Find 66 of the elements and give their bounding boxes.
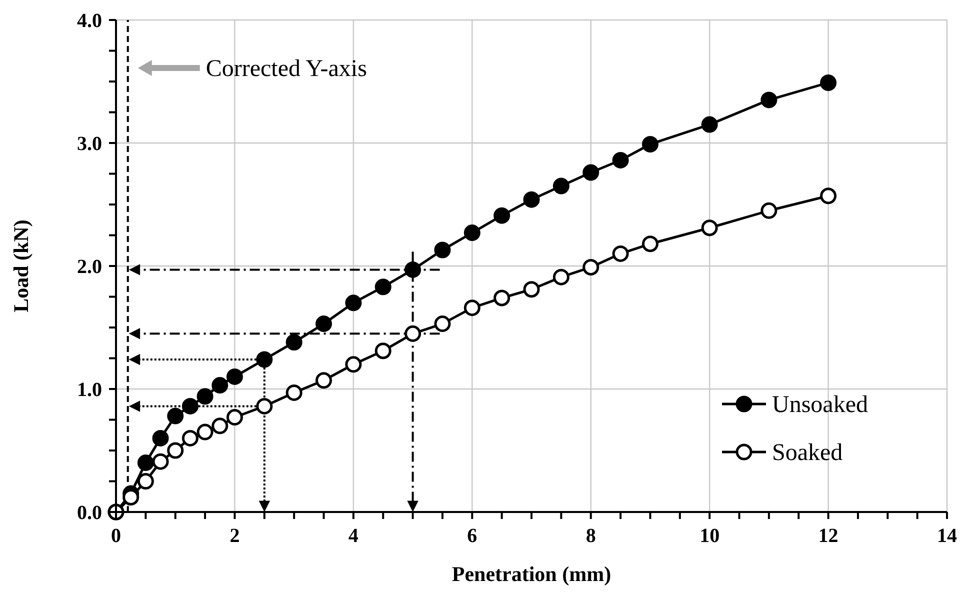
legend-label: Soaked [772, 440, 843, 466]
x-tick-label: 2 [230, 525, 240, 547]
point [167, 442, 184, 459]
x-tick-label: 14 [937, 525, 957, 547]
point [404, 261, 422, 278]
point [820, 74, 837, 91]
x-tick-label: 4 [348, 525, 358, 547]
y-tick-label: 4.0 [77, 10, 102, 32]
x-tick-label: 8 [586, 525, 596, 547]
point [760, 202, 778, 219]
point [212, 418, 228, 434]
y-tick-label: 3.0 [77, 133, 102, 155]
point [286, 384, 302, 401]
point [494, 207, 510, 224]
point [820, 188, 837, 204]
y-tick-label: 1.0 [77, 379, 102, 401]
point [523, 281, 540, 298]
point [552, 268, 570, 286]
x-tick-label: 6 [467, 525, 478, 547]
point [404, 325, 422, 342]
point [612, 245, 629, 262]
point [612, 152, 629, 168]
point [167, 408, 184, 424]
point [286, 334, 302, 351]
point [374, 278, 392, 296]
point [196, 424, 214, 440]
point [374, 342, 392, 360]
point [137, 473, 154, 490]
y-tick-label: 0.0 [77, 502, 102, 524]
annotation: Corrected Y-axis [206, 56, 367, 82]
point [345, 356, 362, 373]
x-tick-label: 0 [111, 525, 121, 547]
point [152, 453, 169, 470]
point [152, 430, 169, 446]
point [760, 92, 778, 108]
point [464, 224, 480, 242]
point [212, 377, 228, 394]
point [434, 242, 451, 258]
point [494, 290, 510, 306]
x-tick-label: 10 [700, 525, 720, 547]
x-tick-label: 12 [818, 525, 838, 547]
point [701, 220, 718, 236]
point [182, 398, 198, 414]
point [182, 430, 198, 446]
point [226, 409, 243, 426]
point [316, 372, 332, 389]
point [316, 316, 332, 332]
point [642, 136, 658, 152]
point [256, 351, 273, 368]
point [226, 368, 243, 385]
point [345, 294, 362, 312]
point [137, 454, 154, 472]
point [552, 178, 570, 194]
point [642, 236, 658, 252]
y-axis-title: Load (kN) [9, 220, 33, 312]
point [256, 398, 273, 414]
point [196, 388, 214, 405]
y-tick-label: 2.0 [77, 256, 102, 278]
point [523, 191, 540, 208]
point [701, 116, 718, 133]
x-axis-title: Penetration (mm) [452, 562, 612, 586]
point [434, 316, 451, 332]
point [464, 300, 480, 316]
point [582, 258, 600, 276]
point [582, 164, 600, 181]
legend-label: Unsoaked [772, 392, 868, 418]
